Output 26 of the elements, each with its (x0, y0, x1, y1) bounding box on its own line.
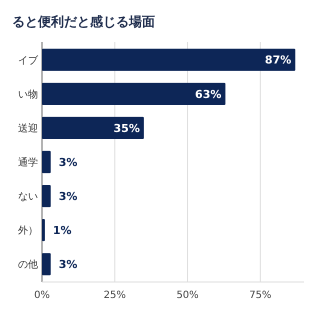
bar (42, 219, 45, 242)
y-tick-label: い物 (18, 89, 38, 100)
x-tick-label: 50% (176, 290, 199, 301)
data-label: 3% (58, 190, 78, 203)
x-tick-label: 75% (249, 290, 272, 301)
bar (42, 184, 51, 208)
y-tick-label: ない (18, 192, 38, 203)
data-label: 1% (52, 224, 72, 237)
bar (42, 82, 226, 105)
y-tick-label: 通学 (18, 156, 38, 168)
data-label: 35% (114, 122, 140, 135)
data-label: 63% (195, 88, 222, 101)
data-label: 87% (264, 54, 292, 67)
data-label: 3% (58, 156, 78, 169)
x-tick-label: 0% (34, 290, 50, 301)
y-tick-label: イブ (18, 54, 39, 66)
bar (42, 116, 144, 140)
x-tick-label: 25% (104, 290, 126, 301)
y-tick-label: 送迎 (18, 122, 38, 134)
data-label: 3% (58, 258, 78, 271)
bar (42, 253, 51, 276)
chart-title: ると便利だと感じる場面 (12, 14, 155, 30)
y-tick-label: 外） (18, 226, 38, 237)
bar (42, 48, 296, 71)
bar (42, 150, 51, 174)
y-tick-label: の他 (18, 258, 38, 271)
